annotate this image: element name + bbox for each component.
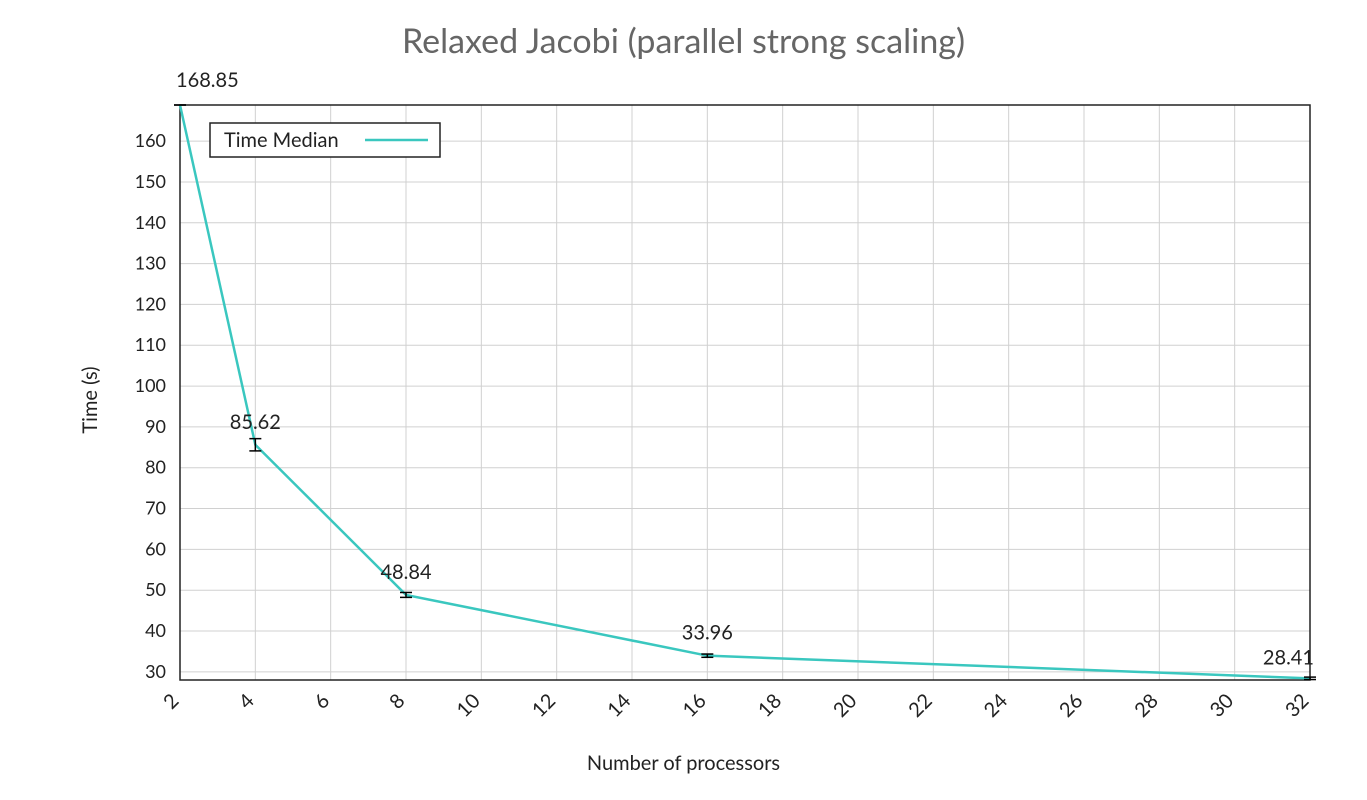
data-point-label: 48.84 <box>380 560 432 584</box>
x-tick-label: 24 <box>979 688 1013 722</box>
x-tick-label: 26 <box>1054 689 1087 722</box>
chart-container: Relaxed Jacobi (parallel strong scaling)… <box>0 0 1367 800</box>
plot-svg: 3040506070809010011012013014015016024681… <box>180 105 1310 680</box>
y-axis-label: Time (s) <box>78 366 102 433</box>
y-tick-label: 120 <box>135 292 166 314</box>
y-tick-label: 40 <box>145 619 166 641</box>
y-tick-label: 140 <box>135 211 166 233</box>
plot-border <box>180 105 1310 680</box>
y-tick-label: 110 <box>135 333 166 355</box>
y-tick-label: 30 <box>145 660 166 682</box>
data-point-label: 28.41 <box>1263 645 1314 669</box>
data-point-label: 85.62 <box>230 410 281 434</box>
y-tick-label: 130 <box>135 252 166 274</box>
series-line-time-median <box>180 105 1310 678</box>
y-tick-label: 70 <box>145 497 166 519</box>
x-tick-label: 16 <box>677 689 710 722</box>
x-tick-label: 28 <box>1129 689 1162 722</box>
x-axis-label: Number of processors <box>0 751 1367 775</box>
x-tick-label: 4 <box>234 688 259 713</box>
y-tick-label: 100 <box>135 374 166 396</box>
chart-title: Relaxed Jacobi (parallel strong scaling) <box>0 20 1367 61</box>
y-tick-label: 60 <box>145 537 166 559</box>
y-tick-label: 50 <box>145 578 166 600</box>
x-tick-label: 6 <box>309 689 334 714</box>
x-tick-label: 32 <box>1280 689 1313 722</box>
x-tick-label: 18 <box>753 689 786 722</box>
x-tick-label: 12 <box>527 689 560 722</box>
x-tick-label: 14 <box>602 688 636 722</box>
x-tick-label: 30 <box>1205 689 1238 722</box>
y-tick-label: 90 <box>145 415 166 437</box>
x-tick-label: 10 <box>451 689 484 722</box>
x-tick-label: 20 <box>828 689 861 722</box>
x-tick-label: 8 <box>384 689 409 714</box>
x-tick-label: 22 <box>903 689 936 722</box>
y-tick-label: 80 <box>145 456 166 478</box>
plot-area: 3040506070809010011012013014015016024681… <box>180 105 1310 680</box>
x-tick-label: 2 <box>158 689 183 714</box>
data-point-label: 168.85 <box>176 68 239 92</box>
y-tick-label: 160 <box>135 129 166 151</box>
data-point-label: 33.96 <box>682 621 733 645</box>
grid <box>180 105 1310 680</box>
legend-label: Time Median <box>224 128 339 152</box>
y-tick-label: 150 <box>135 170 166 192</box>
